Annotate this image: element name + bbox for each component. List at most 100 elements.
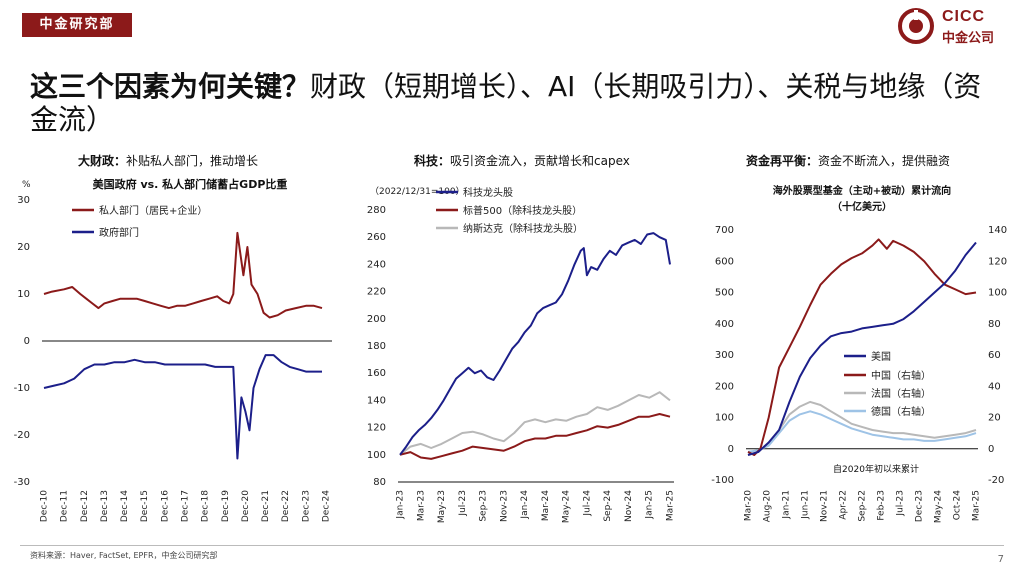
- y-left-tick-label: 100: [715, 413, 734, 424]
- source-note: 资料来源：Haver, FactSet, EPFR，中金公司研究部: [30, 551, 218, 560]
- legend-sp500-ex-label: 标普500（除科技龙头股）: [463, 204, 582, 217]
- series-line-1: [747, 241, 977, 456]
- y-axis-unit: %: [22, 180, 31, 190]
- panel-1-header: 大财政：补贴私人部门，推动增长: [78, 152, 258, 169]
- x-tick-label: Mar-25: [666, 490, 676, 521]
- legend-government-label: 政府部门: [99, 226, 139, 239]
- y-tick-label: 180: [367, 341, 386, 352]
- x-tick-label: Nov-21: [820, 490, 830, 522]
- y-right-tick-label: 60: [988, 350, 1001, 361]
- chart-3-subtitle: （十亿美元）: [832, 200, 892, 213]
- x-tick-label: Dec-18: [201, 490, 211, 522]
- y-tick-label: -30: [14, 477, 30, 488]
- series-line-1: [43, 231, 323, 319]
- series-line-2: [399, 413, 671, 460]
- series-line-1: [399, 232, 671, 456]
- x-tick-label: Sep-23: [479, 490, 489, 522]
- x-tick-label: Jan-24: [520, 490, 530, 520]
- y-right-tick-label: 20: [988, 413, 1001, 424]
- x-tick-label: Mar-24: [541, 490, 551, 521]
- index-base-note: （2022/12/31=100）: [370, 186, 465, 197]
- y-right-tick-label: 140: [988, 225, 1007, 236]
- x-tick-label: Jul-23: [458, 490, 468, 517]
- cumulative-note: 自2020年初以来累计: [833, 463, 919, 475]
- y-tick-label: 20: [17, 242, 30, 253]
- x-tick-label: Mar-23: [416, 490, 426, 521]
- page-title: 这三个因素为何关键？财政（短期增长）、AI（长期吸引力）、关税与地缘（资金流）: [30, 70, 1005, 136]
- y-left-tick-label: 700: [715, 225, 734, 236]
- panel-2-text: 吸引资金流入，贡献增长和capex: [450, 154, 630, 168]
- y-right-tick-label: 0: [988, 444, 994, 455]
- x-tick-label: Dec-22: [281, 490, 291, 522]
- y-right-tick-label: 100: [988, 288, 1007, 299]
- panel-1-lead: 大财政：: [78, 154, 127, 168]
- x-tick-label: Jul-24: [582, 490, 592, 517]
- chart-savings-gdp: 美国政府 vs. 私人部门储蓄占GDP比重% 30 20 10 0 -10 -20 -30 De…: [14, 177, 332, 522]
- x-tick-label: Apr-22: [839, 490, 849, 520]
- y-tick-label: -10: [14, 383, 30, 394]
- x-tick-label: Dec-13: [100, 490, 110, 522]
- x-tick-label: Jun-21: [801, 490, 811, 520]
- y-tick-label: 220: [367, 287, 386, 298]
- logo-text-cn: 中金公司: [942, 31, 995, 46]
- y-tick-label: 30: [17, 195, 30, 206]
- series-line-3: [747, 400, 977, 456]
- y-tick-label: 140: [367, 395, 386, 406]
- chart-1-title: 美国政府 vs. 私人部门储蓄占GDP比重: [93, 177, 288, 191]
- x-tick-label: Dec-17: [181, 490, 191, 522]
- y-left-tick-label: 0: [728, 444, 734, 455]
- x-tick-label: Oct-24: [953, 490, 963, 521]
- series-line-3: [399, 391, 671, 456]
- panel-2-lead: 科技：: [414, 154, 451, 168]
- x-tick-label: Dec-23: [301, 490, 311, 522]
- x-tick-label: Dec-16: [160, 490, 170, 522]
- chart-3-title: 海外股票型基金（主动+被动）累计流向: [773, 184, 951, 197]
- y-right-tick-label: 40: [988, 381, 1001, 392]
- series-line-2: [747, 238, 977, 456]
- x-tick-label: Dec-19: [221, 490, 231, 522]
- y-tick-label: 120: [367, 423, 386, 434]
- chart-tech-index: （2022/12/31=100） 280 260 240 220 200 180 160 140…: [367, 186, 676, 523]
- chart-fund-flows: 海外股票型基金（主动+被动）累计流向（十亿美元）7006005004003002…: [711, 184, 1007, 523]
- legend-france-label: 法国（右轴）: [871, 387, 931, 400]
- y-tick-label: 200: [367, 314, 386, 325]
- x-tick-label: Nov-24: [624, 490, 634, 522]
- x-tick-label: Dec-24: [322, 490, 332, 522]
- x-tick-label: Feb-23: [877, 490, 887, 521]
- x-tick-label: Mar-20: [744, 490, 754, 521]
- x-tick-label: Jul-23: [896, 490, 906, 517]
- y-left-tick-label: 200: [715, 381, 734, 392]
- x-tick-label: Dec-10: [40, 490, 50, 522]
- x-tick-label: Jan-21: [782, 490, 792, 520]
- x-tick-label: Dec-14: [120, 490, 130, 522]
- x-tick-label: Jan-23: [396, 490, 406, 520]
- legend-us-label: 美国: [871, 350, 891, 363]
- y-tick-label: -20: [14, 430, 30, 441]
- y-left-tick-label: 500: [715, 288, 734, 299]
- x-tick-label: Dec-21: [261, 490, 271, 522]
- y-tick-label: 160: [367, 368, 386, 379]
- y-left-tick-label: -100: [711, 475, 734, 486]
- y-tick-label: 10: [17, 289, 30, 300]
- series-line-2: [43, 354, 322, 460]
- x-tick-label: May-24: [934, 490, 944, 523]
- y-right-tick-label: 80: [988, 319, 1001, 330]
- x-tick-label: May-24: [562, 490, 572, 523]
- y-right-tick-label: -20: [988, 475, 1004, 486]
- legend-tech-leaders-label: 科技龙头股: [463, 186, 513, 199]
- panel-3-header: 资金再平衡：资金不断流入，提供融资: [746, 152, 950, 169]
- y-left-tick-label: 300: [715, 350, 734, 361]
- cicc-logo-icon: [898, 8, 934, 44]
- panel-2-header: 科技：吸引资金流入，贡献增长和capex: [414, 152, 630, 169]
- y-right-tick-label: 120: [988, 256, 1007, 267]
- x-tick-label: Nov-23: [499, 490, 509, 522]
- y-left-tick-label: 600: [715, 256, 734, 267]
- x-tick-label: Dec-15: [140, 490, 150, 522]
- footer-divider: [20, 545, 1004, 546]
- y-tick-label: 80: [373, 477, 386, 488]
- x-tick-label: Sep-24: [603, 490, 613, 522]
- y-tick-label: 0: [24, 336, 30, 347]
- x-tick-label: Mar-25: [972, 490, 982, 521]
- y-tick-label: 280: [367, 205, 386, 216]
- department-tag: 中金研究部: [22, 13, 132, 37]
